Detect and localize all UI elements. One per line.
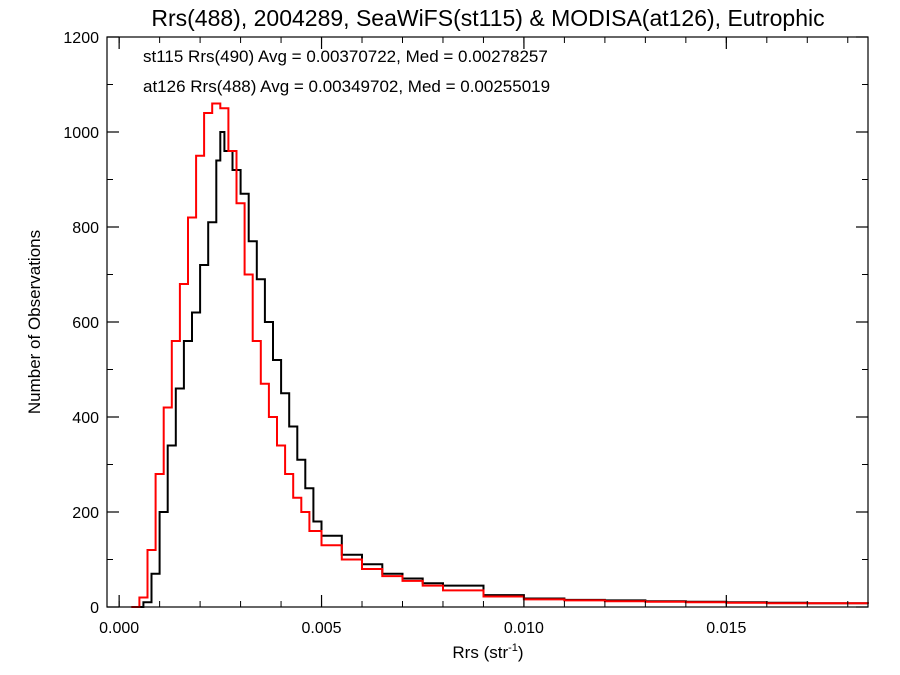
x-axis-label: Rrs (str-1) — [452, 642, 523, 662]
x-tick-label: 0.015 — [706, 620, 746, 637]
x-axis-label-superscript: -1 — [508, 642, 518, 654]
y-tick-label: 400 — [72, 410, 99, 427]
series-line-1 — [131, 102, 869, 608]
plot-frame — [106, 36, 869, 608]
x-axis-label-suffix: ) — [518, 643, 524, 662]
y-tick-label: 600 — [72, 315, 99, 332]
y-axis-label: Number of Observations — [25, 230, 44, 414]
x-tick-label: 0.005 — [302, 620, 342, 637]
x-tick-label: 0.000 — [99, 620, 139, 637]
x-axis-label-text: Rrs (str — [452, 643, 508, 662]
y-tick-label: 1200 — [63, 30, 99, 47]
legend-entry-st115: st115 Rrs(490) Avg = 0.00370722, Med = 0… — [143, 47, 548, 66]
legend-entry-at126: at126 Rrs(488) Avg = 0.00349702, Med = 0… — [143, 77, 550, 96]
x-axis-ticks: 0.000 0.005 0.010 0.015 — [99, 37, 849, 637]
chart-title: Rrs(488), 2004289, SeaWiFS(st115) & MODI… — [151, 5, 824, 31]
y-tick-label: 200 — [72, 505, 99, 522]
y-tick-label: 1000 — [63, 125, 99, 142]
x-tick-label: 0.010 — [504, 620, 544, 637]
y-tick-label: 0 — [90, 600, 99, 617]
y-axis-ticks: 0 200 400 600 800 1000 1200 — [63, 30, 868, 617]
y-tick-label: 800 — [72, 220, 99, 237]
plot-area — [131, 102, 869, 608]
